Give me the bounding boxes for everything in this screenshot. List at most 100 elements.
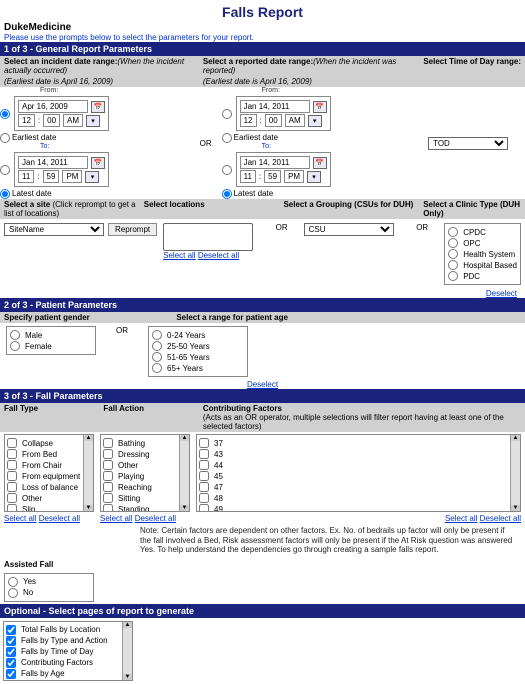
- factor-1[interactable]: [199, 449, 209, 459]
- reported-to-ampm[interactable]: PM: [284, 170, 304, 183]
- locations-select[interactable]: [163, 223, 253, 251]
- action-2[interactable]: [103, 460, 113, 470]
- age-2[interactable]: [152, 352, 162, 362]
- incident-from-ampm[interactable]: AM: [63, 114, 83, 127]
- type-4[interactable]: [7, 482, 17, 492]
- clinic-opt-0[interactable]: [448, 227, 458, 237]
- reported-to-date[interactable]: Jan 14, 2011: [240, 156, 310, 169]
- scrollbar[interactable]: [122, 622, 132, 680]
- reported-to-m[interactable]: 59: [264, 170, 281, 183]
- incident-from-date[interactable]: Apr 16, 2009: [18, 100, 88, 113]
- reported-from-radio[interactable]: [222, 109, 232, 119]
- grouping-select[interactable]: CSU: [304, 223, 394, 236]
- incident-to-h[interactable]: 11: [18, 170, 34, 183]
- factor-select-all[interactable]: Select all: [445, 514, 477, 523]
- loc-deselect-all[interactable]: Deselect all: [198, 251, 239, 260]
- age-1[interactable]: [152, 341, 162, 351]
- calendar-icon[interactable]: 📅: [91, 101, 105, 113]
- incident-to-m[interactable]: 59: [43, 170, 60, 183]
- age-3[interactable]: [152, 363, 162, 373]
- spinner-icon[interactable]: ▾: [308, 115, 322, 127]
- factor-deselect-all[interactable]: Deselect all: [480, 514, 521, 523]
- action-select-all[interactable]: Select all: [100, 514, 132, 523]
- scrollbar[interactable]: [179, 435, 189, 511]
- contrib-list[interactable]: 37 43 44 45 47 48 49 50: [196, 434, 521, 512]
- action-0[interactable]: [103, 438, 113, 448]
- assisted-no[interactable]: [8, 588, 18, 598]
- age-0[interactable]: [152, 330, 162, 340]
- assisted-yes[interactable]: [8, 577, 18, 587]
- clinic-opt-1[interactable]: [448, 238, 458, 248]
- spinner-icon[interactable]: ▾: [307, 171, 321, 183]
- type-deselect-all[interactable]: Deselect all: [39, 514, 80, 523]
- type-2[interactable]: [7, 460, 17, 470]
- section1-deselect[interactable]: Deselect: [486, 289, 517, 298]
- opt-4[interactable]: [6, 669, 16, 679]
- factor-5[interactable]: [199, 493, 209, 503]
- incident-to-radio[interactable]: [0, 165, 10, 175]
- type-6[interactable]: [7, 504, 17, 512]
- action-deselect-all[interactable]: Deselect all: [135, 514, 176, 523]
- clinic-opt-2[interactable]: [448, 249, 458, 259]
- gender-female[interactable]: [10, 341, 20, 351]
- reported-from-date[interactable]: Jan 14, 2011: [240, 100, 310, 113]
- reported-earliest-radio[interactable]: [222, 133, 232, 143]
- optional-list[interactable]: Total Falls by Location Falls by Type an…: [3, 621, 133, 681]
- action-6[interactable]: [103, 504, 113, 512]
- reported-from-m[interactable]: 00: [265, 114, 282, 127]
- scrollbar[interactable]: [83, 435, 93, 511]
- reported-latest-radio[interactable]: [222, 189, 232, 199]
- gender-box: Male Female: [6, 326, 96, 355]
- opt-5[interactable]: [6, 680, 16, 681]
- optional-bar: Optional - Select pages of report to gen…: [0, 604, 525, 618]
- tod-select[interactable]: TOD: [428, 137, 508, 150]
- type-5[interactable]: [7, 493, 17, 503]
- spinner-icon[interactable]: ▾: [86, 115, 100, 127]
- action-5[interactable]: [103, 493, 113, 503]
- incident-from-m[interactable]: 00: [43, 114, 60, 127]
- reported-to-radio[interactable]: [222, 165, 232, 175]
- reported-from-h[interactable]: 12: [240, 114, 257, 127]
- opt-0[interactable]: [6, 625, 16, 635]
- incident-latest-radio[interactable]: [0, 189, 10, 199]
- fall-type-list[interactable]: Collapse From Bed From Chair From equipm…: [4, 434, 94, 512]
- age-label: Select a range for patient age: [176, 313, 521, 322]
- type-3[interactable]: [7, 471, 17, 481]
- incident-earliest-radio[interactable]: [0, 133, 10, 143]
- incident-from-radio[interactable]: [0, 109, 10, 119]
- factor-3[interactable]: [199, 471, 209, 481]
- action-4[interactable]: [103, 482, 113, 492]
- incident-to-ampm[interactable]: PM: [62, 170, 82, 183]
- section2-deselect[interactable]: Deselect: [247, 380, 278, 389]
- type-0[interactable]: [7, 438, 17, 448]
- loc-select-all[interactable]: Select all: [163, 251, 195, 260]
- action-1[interactable]: [103, 449, 113, 459]
- fall-action-list[interactable]: Bathing Dressing Other Playing Reaching …: [100, 434, 190, 512]
- scrollbar[interactable]: [510, 435, 520, 511]
- incident-from-block: Apr 16, 2009📅 12:00AM▾: [14, 96, 109, 131]
- incident-to-date[interactable]: Jan 14, 2011: [18, 156, 88, 169]
- calendar-icon[interactable]: 📅: [313, 101, 327, 113]
- spinner-icon[interactable]: ▾: [85, 171, 99, 183]
- incident-from-h[interactable]: 12: [18, 114, 35, 127]
- reported-from-ampm[interactable]: AM: [285, 114, 305, 127]
- opt-1[interactable]: [6, 636, 16, 646]
- gender-male[interactable]: [10, 330, 20, 340]
- calendar-icon[interactable]: 📅: [313, 157, 327, 169]
- reprompt-button[interactable]: Reprompt: [108, 223, 157, 236]
- factor-4[interactable]: [199, 482, 209, 492]
- factor-0[interactable]: [199, 438, 209, 448]
- factor-2[interactable]: [199, 460, 209, 470]
- opt-2[interactable]: [6, 647, 16, 657]
- clinic-opt-4[interactable]: [448, 271, 458, 281]
- site-select[interactable]: SiteName: [4, 223, 104, 236]
- factor-6[interactable]: [199, 504, 209, 512]
- type-1[interactable]: [7, 449, 17, 459]
- opt-3[interactable]: [6, 658, 16, 668]
- calendar-icon[interactable]: 📅: [91, 157, 105, 169]
- action-3[interactable]: [103, 471, 113, 481]
- incident-to-block: Jan 14, 2011📅 11:59PM▾: [14, 152, 109, 187]
- type-select-all[interactable]: Select all: [4, 514, 36, 523]
- reported-to-h[interactable]: 11: [240, 170, 256, 183]
- clinic-opt-3[interactable]: [448, 260, 458, 270]
